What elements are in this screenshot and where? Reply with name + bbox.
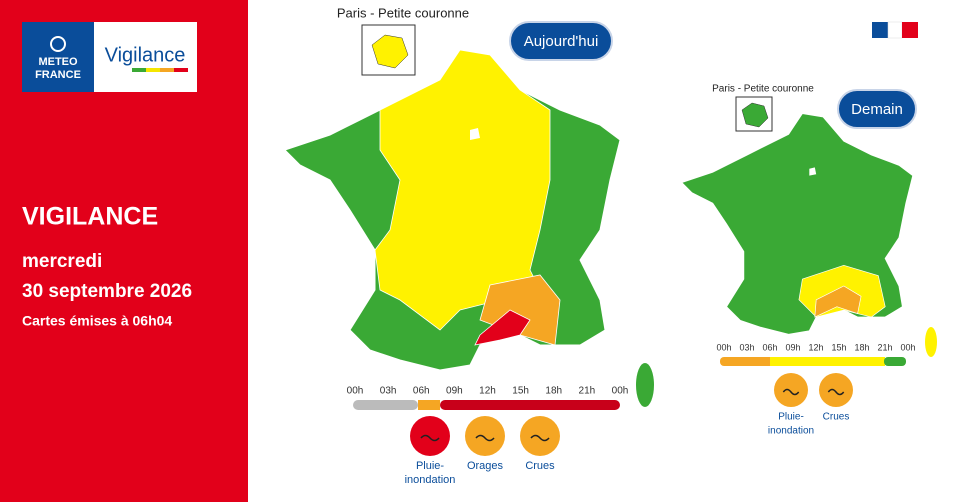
inset-map xyxy=(371,34,409,69)
hour-label: 21h xyxy=(877,342,892,352)
hour-label: 00h xyxy=(900,342,915,352)
hour-label: 15h xyxy=(512,386,529,397)
map-today xyxy=(284,49,654,407)
timeline-gray xyxy=(353,400,418,410)
hour-label: 21h xyxy=(579,386,596,397)
day-pill xyxy=(837,89,917,129)
map-tomorrow xyxy=(681,113,914,335)
hazard-glyph xyxy=(420,434,440,442)
logo-brand: FRANCE xyxy=(35,69,81,81)
hour-label: 15h xyxy=(831,342,846,352)
panel-day: mercredi xyxy=(22,251,102,272)
corsica-tomorrow xyxy=(925,327,937,357)
hour-label: 06h xyxy=(413,386,430,397)
flag-red xyxy=(902,22,918,38)
flag-blue xyxy=(872,22,888,38)
hazard-label: Orages xyxy=(467,460,504,472)
hazard-icon xyxy=(410,416,450,456)
timeline-orange xyxy=(418,400,440,410)
logo-stripe xyxy=(132,68,146,72)
timeline-yellow xyxy=(770,357,885,366)
hazard-glyph xyxy=(475,434,495,442)
inset-label: Paris - Petite couronne xyxy=(337,5,469,20)
hazard-label: Crues xyxy=(525,460,555,472)
day-label: Demain xyxy=(851,101,903,118)
hazard-glyph xyxy=(827,388,845,396)
hour-label: 03h xyxy=(380,386,397,397)
inset-map xyxy=(741,102,769,128)
panel-date: 30 septembre 2026 xyxy=(22,281,192,302)
day-pill xyxy=(509,21,613,61)
hour-label: 18h xyxy=(545,386,562,397)
panel-issued: Cartes émises à 06h04 xyxy=(22,313,172,329)
hour-label: 06h xyxy=(762,342,777,352)
hazard-glyph xyxy=(530,434,550,442)
logo-brand: METEO xyxy=(38,56,78,68)
logo-stripe xyxy=(174,68,188,72)
logo-icon xyxy=(50,36,66,52)
hazard-icon xyxy=(819,373,853,407)
inset-label: Paris - Petite couronne xyxy=(712,84,814,95)
hazard-icon xyxy=(465,416,505,456)
logo-brand-box xyxy=(22,22,94,92)
hazard-label: inondation xyxy=(768,426,814,437)
logo-name: Vigilance xyxy=(105,44,186,66)
timeline-red xyxy=(440,400,620,410)
flag-white xyxy=(887,21,903,39)
hour-label: 00h xyxy=(347,386,364,397)
hazard-label: Pluie- xyxy=(416,460,444,472)
hour-label: 03h xyxy=(739,342,754,352)
hour-label: 09h xyxy=(446,386,463,397)
day-label: Aujourd'hui xyxy=(524,33,599,50)
logo-stripe xyxy=(146,68,160,72)
hour-label: 12h xyxy=(808,342,823,352)
hazard-label: inondation xyxy=(405,474,456,486)
hazard-label: Crues xyxy=(823,412,850,423)
hour-label: 00h xyxy=(612,386,629,397)
timeline-green xyxy=(884,357,906,366)
hazard-icon xyxy=(520,416,560,456)
hazard-icon xyxy=(774,373,808,407)
hour-label: 12h xyxy=(479,386,496,397)
hazard-glyph xyxy=(782,388,800,396)
hour-label: 09h xyxy=(785,342,800,352)
hour-label: 18h xyxy=(854,342,869,352)
hazard-label: Pluie- xyxy=(778,412,804,423)
logo-stripe xyxy=(160,68,174,72)
timeline-orange xyxy=(720,357,775,366)
hour-label: 00h xyxy=(716,342,731,352)
panel-title: VIGILANCE xyxy=(22,203,158,231)
